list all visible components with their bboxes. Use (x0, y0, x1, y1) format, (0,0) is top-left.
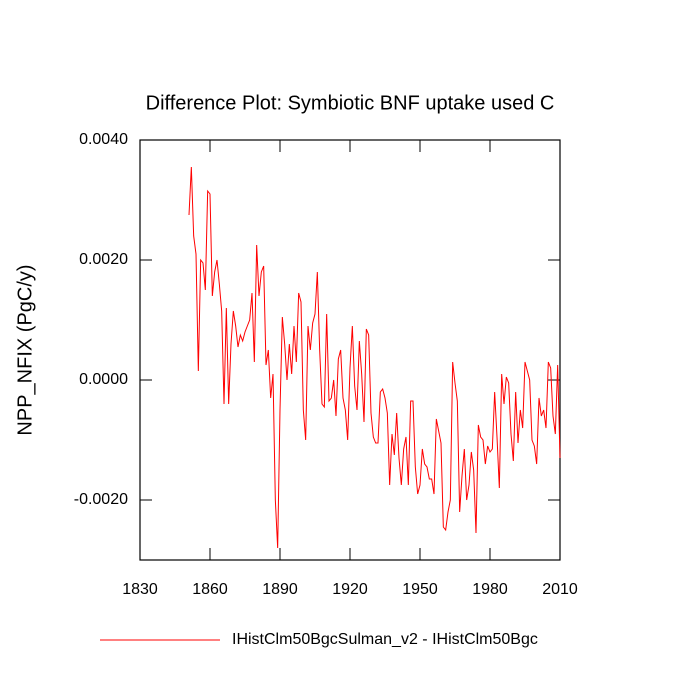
x-tick-label: 2010 (542, 581, 578, 598)
x-tick-label: 1920 (332, 581, 368, 598)
chart-title: Difference Plot: Symbiotic BNF uptake us… (146, 92, 555, 114)
legend-label: IHistClm50BgcSulman_v2 - IHistClm50Bgc (232, 631, 538, 648)
y-axis-label: NPP_NFIX (PgC/y) (14, 264, 36, 435)
x-tick-label: 1890 (262, 581, 298, 598)
x-tick-label: 1950 (402, 581, 438, 598)
y-tick-label: 0.0020 (79, 251, 128, 268)
x-tick-label: 1860 (192, 581, 228, 598)
y-tick-label: -0.0020 (74, 491, 128, 508)
x-tick-label: 1980 (472, 581, 508, 598)
data-line (188, 166, 561, 549)
plot-frame (139, 139, 561, 561)
x-tick-label: 1830 (122, 581, 158, 598)
y-tick-label: 0.0040 (79, 131, 128, 148)
y-tick-label: 0.0000 (79, 371, 128, 388)
